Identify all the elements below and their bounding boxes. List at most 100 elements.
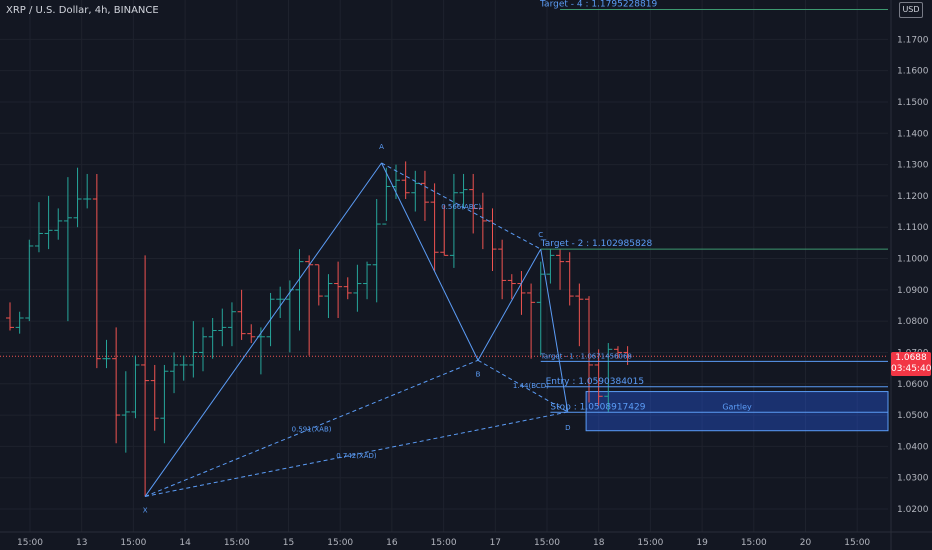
candle (363, 261, 372, 300)
ratio-xab: 0.591(XAB) (292, 425, 332, 433)
pattern-point-b: B (476, 370, 481, 378)
gartley-zone-label: Gartley (722, 403, 752, 412)
price-tick-label: 1.0500 (897, 411, 929, 421)
candle (150, 364, 159, 431)
pattern-ratio-bd (477, 359, 569, 413)
time-tick-label: 14 (179, 538, 191, 548)
pattern-ratio-xb (144, 359, 479, 497)
time-tick-label: 15 (283, 538, 294, 548)
candle (227, 302, 236, 347)
price-tick-label: 1.1500 (897, 98, 929, 108)
candle (25, 239, 34, 322)
pattern-point-d: D (565, 424, 570, 432)
price-tick-label: 1.0400 (897, 442, 929, 452)
ratio-abc: 0.566(ABC) (441, 203, 481, 211)
pattern-ratio-ac (381, 162, 541, 250)
candle (613, 346, 622, 359)
time-tick-label: 15:00 (741, 538, 767, 548)
candle (334, 261, 343, 318)
price-axis (891, 0, 932, 550)
candle (179, 355, 188, 381)
pattern-point-x: X (143, 506, 148, 514)
candle (440, 205, 449, 256)
gartley-zone (585, 391, 889, 432)
price-tick-label: 1.0800 (897, 317, 929, 327)
time-tick-label: 18 (593, 538, 605, 548)
candle (170, 352, 179, 394)
candle (507, 274, 516, 300)
candle (131, 355, 140, 419)
price-tick-label: 1.0200 (897, 505, 929, 515)
candle (92, 173, 101, 369)
candle (498, 239, 507, 300)
candle (34, 202, 43, 253)
candle (54, 208, 63, 240)
price-tick-label: 1.1700 (897, 35, 929, 45)
candle (536, 261, 545, 356)
time-tick-label: 15:00 (17, 538, 43, 548)
candle (44, 195, 53, 250)
currency-badge[interactable]: USD (899, 2, 923, 18)
price-tick-label: 1.1300 (897, 161, 929, 171)
candle (449, 173, 458, 268)
chart-title: XRP / U.S. Dollar, 4h, BINANCE (6, 5, 159, 16)
price-tick-label: 1.0600 (897, 380, 929, 390)
time-tick-label: 20 (800, 538, 812, 548)
candle (469, 173, 478, 234)
candle (546, 249, 555, 284)
candle (420, 170, 429, 221)
candle-countdown: 03:45:40 (891, 364, 932, 374)
ratio-xad: 0.742(XAD) (336, 452, 377, 460)
target-1-label: Target - 1 : 1.0671456068 (540, 352, 632, 360)
time-tick-label: 15:00 (224, 538, 250, 548)
candle (112, 327, 121, 444)
time-tick-label: 17 (490, 538, 501, 548)
candle (237, 289, 246, 340)
pattern-leg-xa (144, 162, 382, 497)
candle (15, 311, 24, 334)
candle (401, 161, 410, 200)
candle (604, 343, 613, 412)
pattern-leg-cd (540, 249, 569, 413)
candle (247, 324, 256, 344)
pattern-point-a: A (379, 143, 384, 151)
time-tick-label: 16 (386, 538, 398, 548)
candle (585, 296, 593, 403)
pattern-point-c: C (538, 231, 543, 239)
target-4-label: Target - 4 : 1.1795228819 (539, 0, 657, 9)
candle (218, 308, 227, 347)
time-tick-label: 15:00 (844, 538, 870, 548)
candle (353, 264, 362, 312)
candle (372, 199, 381, 303)
target-2-label: Target - 2 : 1.102985828 (540, 239, 653, 249)
price-tick-label: 1.1600 (897, 67, 929, 77)
candle (575, 283, 584, 347)
time-tick-label: 13 (76, 538, 87, 548)
candle (160, 364, 169, 444)
price-tick-label: 1.1000 (897, 255, 929, 265)
time-tick-label: 15:00 (534, 538, 560, 548)
time-tick-label: 15:00 (120, 538, 146, 548)
candle (324, 274, 333, 318)
price-tick-label: 1.1200 (897, 192, 929, 202)
time-tick-label: 15:00 (637, 538, 663, 548)
pattern-ratio-xd (145, 411, 568, 497)
candle (73, 167, 82, 228)
current-price-value: 1.0688 (895, 353, 927, 363)
candle (121, 371, 130, 453)
candle (189, 321, 198, 378)
candle (102, 339, 111, 369)
candle (63, 177, 72, 322)
stop-label: Stop : 1.0508917429 (550, 402, 645, 412)
time-tick-label: 15:00 (327, 538, 353, 548)
pattern-leg-bc (477, 248, 542, 361)
candle (6, 302, 14, 331)
candle (478, 192, 487, 250)
candle (430, 183, 439, 272)
ratio-bcd: 1.44(BCD) (513, 382, 549, 390)
candle (565, 252, 574, 306)
candle (83, 173, 92, 209)
candle (382, 167, 391, 225)
current-price-badge: 1.0688 03:45:40 (891, 352, 931, 376)
